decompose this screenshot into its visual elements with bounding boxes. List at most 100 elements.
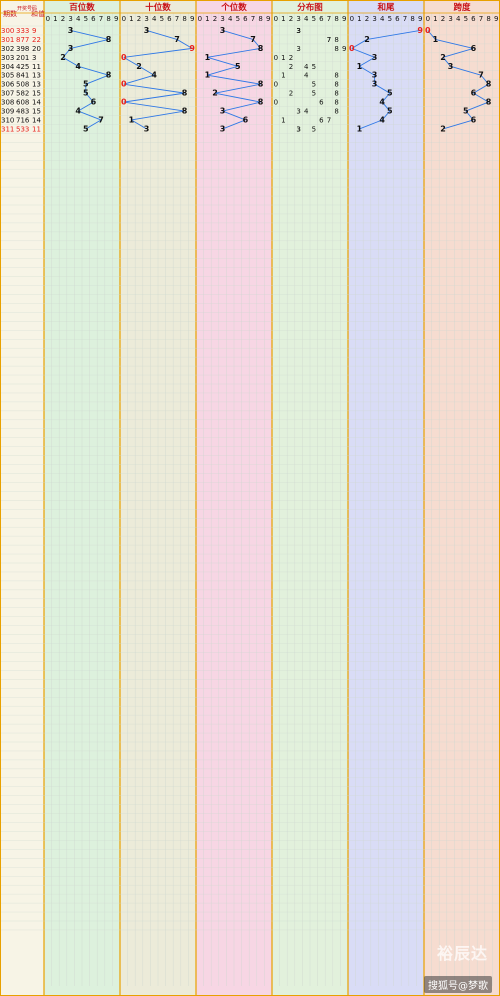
dist-digit: 0 [274,81,278,89]
trend-segment [123,47,193,58]
dist-digit: 5 [312,63,316,71]
digit-header: 7 [251,15,255,23]
dist-digit: 8 [334,99,338,107]
sum-cell: 13 [32,81,41,89]
number-cell: 333 [16,27,29,35]
trend-digit: 4 [75,62,81,71]
number-cell: 716 [16,116,30,124]
digit-header: 6 [471,15,476,23]
number-cell: 877 [16,36,29,44]
trend-digit: 5 [235,62,241,71]
trend-segment [252,39,261,49]
digit-header: 3 [68,15,72,23]
digit-header: 6 [91,15,96,23]
trend-digit: 8 [182,107,188,116]
digit-header: 9 [494,15,498,23]
trend-segment [214,92,261,103]
dist-digit: 7 [327,36,331,44]
digit-header: 4 [152,15,157,23]
trend-segment [131,110,185,121]
panel-title: 个位数 [220,2,247,13]
digit-header: 2 [289,15,293,23]
trend-digit: 3 [448,62,454,71]
trend-digit: 4 [379,115,385,124]
trend-segment [70,38,109,49]
issue-cell: 303 [1,54,14,62]
digit-header: 6 [243,15,248,23]
trend-digit: 3 [220,124,226,133]
trend-digit: 8 [258,80,264,89]
trend-digit: 0 [121,98,127,107]
trend-segment [351,39,368,49]
trend-digit: 6 [471,89,477,98]
panel-title: 百位数 [69,2,95,13]
brand-watermark: 裕辰达 [436,944,488,963]
trend-segment [374,83,391,94]
trend-segment [222,30,254,40]
trend-digit: 4 [75,107,81,116]
trend-segment [359,119,383,130]
trend-segment [450,65,482,76]
trend-digit: 5 [463,107,469,116]
sum-cell: 13 [32,72,41,80]
trend-segment [207,74,261,85]
trend-digit: 0 [349,44,355,53]
sum-cell: 15 [32,108,41,116]
trend-segment [214,83,261,94]
trend-segment [85,74,109,85]
trend-digit: 6 [471,44,477,53]
trend-segment [207,56,238,67]
dist-digit: 4 [304,72,309,80]
issue-cell: 302 [1,45,14,53]
digit-header: 7 [327,15,331,23]
panel-title: 跨度 [453,2,471,13]
digit-header: 8 [410,15,414,23]
digit-header: 7 [403,15,407,23]
trend-segment [207,65,238,76]
digit-header: 3 [296,15,300,23]
trend-digit: 3 [372,71,378,80]
dist-digit: 8 [334,81,338,89]
trend-segment [85,119,102,130]
trend-digit: 1 [129,115,135,124]
trend-digit: 5 [387,107,393,116]
trend-digit: 5 [83,80,89,89]
digit-header: 9 [114,15,118,23]
trend-digit: 7 [478,71,484,80]
trend-digit: 9 [189,44,195,53]
panel-title: 和尾 [377,2,395,13]
trend-segment [442,119,474,130]
digit-header: 7 [479,15,483,23]
digit-header: 2 [365,15,369,23]
trend-segment [176,39,193,49]
digit-header: 3 [220,15,224,23]
dist-digit: 2 [289,63,293,71]
dist-digit: 5 [312,125,316,133]
trend-segment [123,92,185,103]
dist-digit: 3 [296,27,300,35]
trend-digit: 0 [425,26,431,35]
trend-segment [62,56,79,67]
trend-segment [123,83,185,94]
digit-header: 9 [342,15,346,23]
digit-header: 4 [456,15,461,23]
sum-cell: 15 [32,90,41,98]
panel-title: 分布图 [297,2,323,13]
digit-header: 4 [304,15,309,23]
trend-segment [351,47,375,58]
dist-digit: 5 [312,90,316,98]
trend-segment [77,101,94,112]
digit-header: 5 [388,15,392,23]
digit-header: 4 [380,15,385,23]
digit-header: 6 [395,15,400,23]
trend-digit: 1 [205,71,211,80]
trend-digit: 9 [417,26,423,35]
dist-digit: 3 [296,125,300,133]
trend-digit: 3 [372,80,378,89]
trend-segment [123,74,155,85]
digit-header: 3 [144,15,148,23]
number-header: 开奖号码 [17,5,37,12]
trend-digit: 5 [83,89,89,98]
issue-cell: 304 [1,63,15,71]
